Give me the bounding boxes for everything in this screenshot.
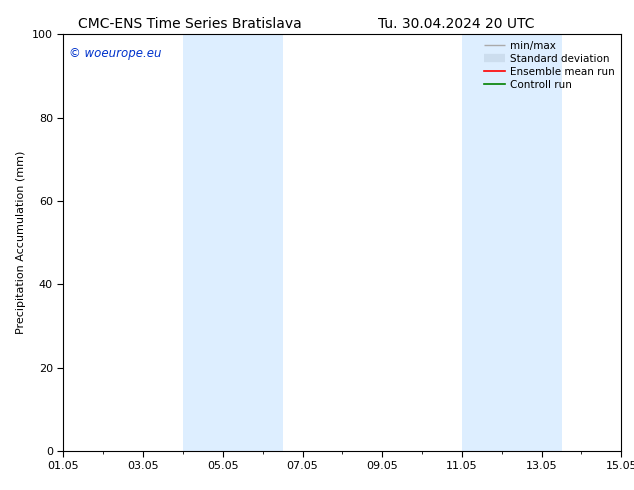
Y-axis label: Precipitation Accumulation (mm): Precipitation Accumulation (mm) xyxy=(16,151,27,334)
Bar xyxy=(462,34,562,451)
Text: CMC-ENS Time Series Bratislava: CMC-ENS Time Series Bratislava xyxy=(79,17,302,31)
Text: © woeurope.eu: © woeurope.eu xyxy=(69,47,162,60)
Bar xyxy=(183,34,283,451)
Text: Tu. 30.04.2024 20 UTC: Tu. 30.04.2024 20 UTC xyxy=(378,17,534,31)
Legend: min/max, Standard deviation, Ensemble mean run, Controll run: min/max, Standard deviation, Ensemble me… xyxy=(481,37,618,93)
